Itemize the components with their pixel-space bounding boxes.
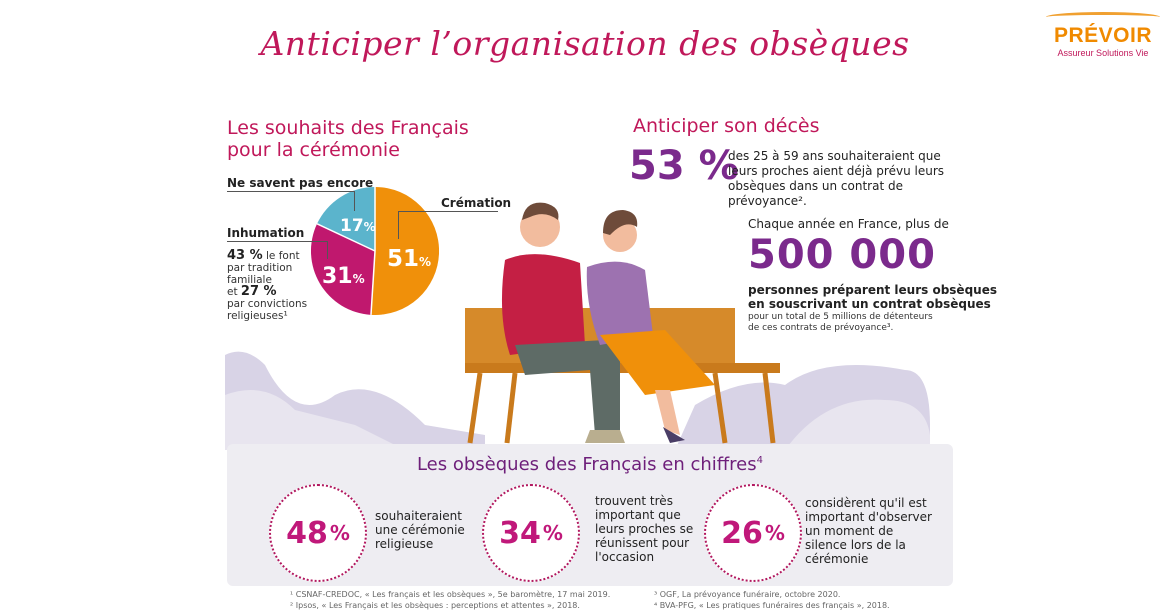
stat-circle-34: 34% [482,484,580,582]
burial-pct-religious: 27 % [240,284,277,299]
prevoir-logo: PRÉVOIR Assureur Solutions Vie [1042,10,1164,60]
stat-500k-line1: personnes préparent leurs obsèques [748,283,997,297]
burial-pct-tradition: 43 % [227,248,263,263]
callout-unsure: Ne savent pas encore [227,176,374,190]
stat-53-text: des 25 à 59 ans souhaiteraient que leurs… [728,149,944,208]
callout-line-burial [227,241,327,242]
footnote-1: ¹ CSNAF-CREDOC, « Les français et les ob… [290,590,611,599]
couple-on-bench-illustration [225,195,955,450]
stat-500k-small2: de ces contrats de prévoyance³. [748,323,894,333]
footnote-2: ² Ipsos, « Les Français et les obsèques … [290,601,580,610]
page-title: Anticiper l’organisation des obsèques [260,24,910,63]
stat-500k-line2: en souscrivant un contrat obsèques [748,297,991,311]
stat-text-48: souhaiteraient une cérémonie religieuse [375,509,465,551]
stat-500k-small: pour un total de 5 millions de détenteur… [748,312,933,334]
stat-text-26: considèrent qu'il est important d'observ… [805,496,932,566]
stat-text-34: trouvent très important que leurs proche… [595,494,694,564]
stat-500k-text: personnes préparent leurs obsèques en so… [748,283,997,311]
stat-circle-26: 26% [704,484,802,582]
stat-53-value: 53 % [629,143,739,189]
pie-slice-burial [310,223,375,315]
pie-label-burial: 31% [322,264,365,289]
ceremony-section-title: Les souhaits des Français pour la cérémo… [227,117,527,161]
ceremony-title-line2: pour la cérémonie [227,139,400,161]
logo-name: PRÉVOIR [1053,24,1153,47]
logo-arc-icon [1046,12,1160,22]
footnote-3: ³ OGF, La prévoyance funéraire, octobre … [654,590,841,599]
ceremony-title-line1: Les souhaits des Français [227,117,469,139]
stat-500k-value: 500 000 [748,232,936,278]
burial-text-1a: le font [262,250,300,262]
ceremony-pie-chart [310,186,440,315]
callout-burial: Inhumation [227,226,305,240]
footnote-4: ⁴ BVA-PFG, « Les pratiques funéraires de… [654,601,890,610]
pie-label-cremation: 51% [387,246,432,272]
footnotes-left: ¹ CSNAF-CREDOC, « Les français et les ob… [290,589,610,611]
burial-text-2: par convictions religieuses¹ [227,298,308,322]
burial-text-1b: par tradition familiale [227,262,293,286]
figures-title: Les obsèques des Français en chiffres4 [416,454,764,475]
callout-line-burial-v [327,241,328,259]
callout-line-cremation-v [398,211,399,239]
callout-cremation: Crémation [441,196,512,210]
pie-slice-cremation [370,186,440,315]
stat-circle-48: 48% [269,484,367,582]
pie-slice-unsure [317,187,375,251]
callout-line-cremation [398,211,498,212]
burial-text-et: et [227,286,241,298]
figures-panel: Les obsèques des Français en chiffres4 4… [227,444,953,586]
stat-500k-intro: Chaque année en France, plus de [748,217,949,231]
footnotes-right: ³ OGF, La prévoyance funéraire, octobre … [654,589,890,611]
callout-line-unsure-v [354,191,355,211]
burial-detail: 43 % le font par tradition familiale et … [227,248,322,322]
callout-line-unsure [227,191,355,192]
pie-label-unsure: 17% [340,216,376,236]
stat-500k-small1: pour un total de 5 millions de détenteur… [748,312,933,322]
logo-tagline: Assureur Solutions Vie [1057,48,1149,58]
anticipate-section-title: Anticiper son décès [633,115,820,137]
